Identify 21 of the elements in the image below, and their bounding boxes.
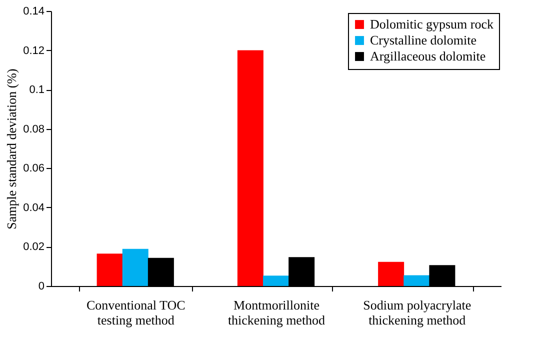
- legend-label: Dolomitic gypsum rock: [370, 16, 494, 32]
- legend-label: Argillaceous dolomite: [370, 48, 486, 64]
- y-tick-label: 0.14: [23, 6, 44, 18]
- x-tick-label: Conventional TOC testing method: [86, 298, 186, 328]
- y-tick-label: 0.08: [23, 123, 44, 136]
- x-tick-label: Sodium polyacrylate thickening method: [363, 298, 472, 328]
- bar: [122, 248, 148, 286]
- legend-label: Crystalline dolomite: [370, 32, 477, 48]
- y-tick-label: 0.12: [23, 44, 44, 57]
- y-axis-title: Sample standard deviation (%): [4, 68, 20, 230]
- bar: [404, 275, 430, 286]
- y-tick-label: 0.06: [23, 162, 44, 175]
- bar: [378, 262, 404, 286]
- bar: [263, 276, 289, 286]
- y-tick-label: 0.04: [23, 202, 44, 214]
- y-tick-label: 0.02: [23, 241, 44, 254]
- y-tick-label: 0.1: [29, 84, 44, 96]
- bar: [96, 254, 123, 286]
- bar: [237, 50, 264, 286]
- x-tick-label: Montmorillonite thickening method: [228, 298, 326, 328]
- y-tick-label: 0: [38, 280, 44, 292]
